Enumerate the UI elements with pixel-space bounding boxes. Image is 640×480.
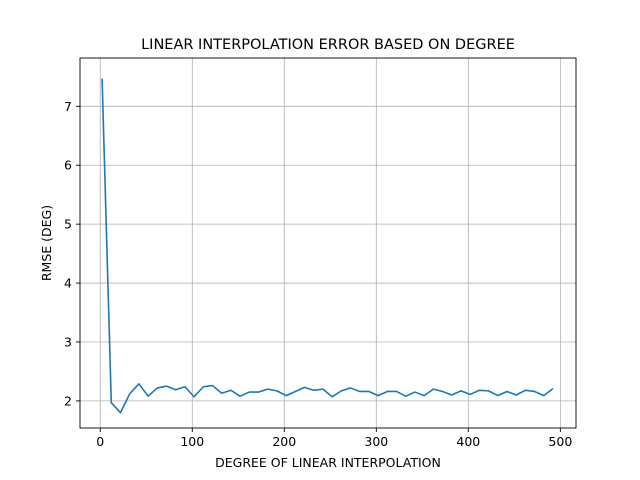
x-tick-label: 0 xyxy=(96,434,104,449)
axis-ticks: 0 100 200 300 400 500 2 3 4 5 6 7 xyxy=(64,99,572,449)
x-tick-label: 500 xyxy=(548,434,572,449)
x-tick-label: 100 xyxy=(180,434,204,449)
y-tick-label: 7 xyxy=(64,99,72,114)
x-tick-label: 200 xyxy=(272,434,296,449)
y-tick-label: 2 xyxy=(64,393,72,408)
y-tick-label: 4 xyxy=(64,276,72,291)
x-tick-label: 300 xyxy=(364,434,388,449)
chart-title: LINEAR INTERPOLATION ERROR BASED ON DEGR… xyxy=(141,37,515,53)
y-axis-label: RMSE (DEG) xyxy=(39,205,54,281)
x-axis-label: DEGREE OF LINEAR INTERPOLATION xyxy=(215,455,441,470)
plot-frame xyxy=(79,57,577,429)
y-tick-label: 3 xyxy=(64,334,72,349)
y-tick-label: 6 xyxy=(64,158,72,173)
y-tick-label: 5 xyxy=(64,217,72,232)
x-tick-label: 400 xyxy=(456,434,480,449)
series-line xyxy=(101,78,554,414)
gridlines xyxy=(80,58,576,428)
plot-lines xyxy=(101,78,554,414)
